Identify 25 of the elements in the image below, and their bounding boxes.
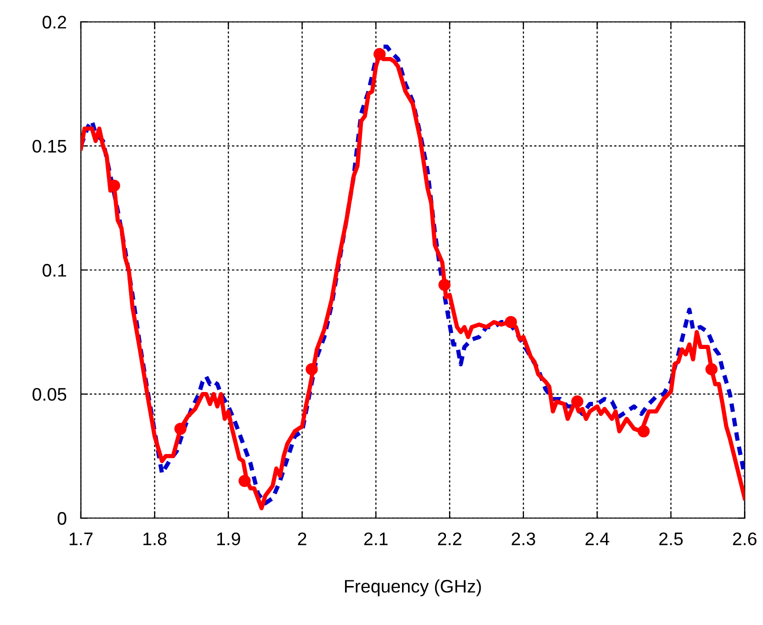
point — [504, 316, 517, 328]
y-tick-label: 0 — [58, 512, 66, 525]
x-tick-label: 2.5 — [659, 532, 683, 546]
point — [705, 363, 718, 376]
y-tick-label: 0.2 — [42, 16, 66, 29]
x-tick-label: 2.3 — [512, 532, 536, 546]
point — [238, 474, 251, 487]
x-tick-label: 2.1 — [364, 532, 388, 546]
point — [306, 363, 318, 376]
x-tick-label: 2.6 — [733, 532, 756, 546]
point — [174, 422, 187, 435]
x-tick-label: 2 — [298, 532, 306, 546]
x-axis-title: Frequency (GHz) — [345, 579, 481, 596]
x-tick-label: 1.8 — [143, 532, 166, 546]
x-tick-label: 2.4 — [586, 532, 610, 546]
x-tick-label: 1.7 — [70, 532, 93, 546]
point — [571, 395, 584, 408]
point — [374, 48, 386, 60]
y-tick-label: 0.05 — [32, 388, 66, 401]
point — [438, 278, 451, 291]
x-tick-label: 2.2 — [438, 532, 462, 546]
point — [638, 425, 650, 438]
y-tick-label: 0.1 — [42, 264, 66, 277]
x-tick-label: 1.9 — [217, 532, 240, 546]
y-tick-label: 0.15 — [32, 140, 66, 153]
